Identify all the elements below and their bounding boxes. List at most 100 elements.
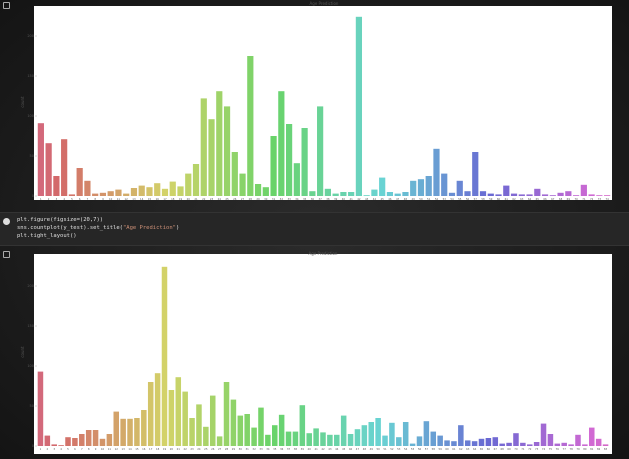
bar bbox=[37, 123, 44, 196]
x-tick-label: 36 bbox=[311, 197, 315, 201]
x-tick-label: 40 bbox=[308, 447, 312, 451]
bar bbox=[487, 193, 494, 196]
x-tick-label: 18 bbox=[171, 197, 175, 201]
x-tick-label: 8 bbox=[88, 447, 90, 451]
x-tick-label: 33 bbox=[259, 447, 263, 451]
x-tick-label: 18 bbox=[156, 447, 160, 451]
bar bbox=[361, 425, 368, 446]
x-tick-label: 31 bbox=[272, 197, 276, 201]
x-tick-label: 45 bbox=[381, 197, 385, 201]
bar bbox=[237, 415, 244, 446]
run-button[interactable] bbox=[3, 218, 10, 225]
bar bbox=[444, 440, 450, 446]
y-tick-label: 100 bbox=[27, 114, 34, 118]
bar bbox=[394, 193, 401, 196]
x-tick-label: 6 bbox=[79, 197, 81, 201]
bar bbox=[141, 410, 147, 446]
bar bbox=[134, 418, 140, 446]
bar bbox=[320, 432, 326, 446]
x-tick-label: 17 bbox=[149, 447, 153, 451]
bar bbox=[588, 194, 595, 196]
bar bbox=[107, 191, 114, 196]
x-tick-label: 32 bbox=[280, 197, 284, 201]
bar bbox=[371, 189, 378, 196]
x-tick-label: 21 bbox=[177, 447, 181, 451]
x-tick-label: 73 bbox=[598, 197, 602, 201]
bar bbox=[239, 173, 246, 196]
bar bbox=[458, 425, 464, 446]
bar bbox=[379, 177, 386, 196]
y-tick-label: 0 bbox=[32, 194, 34, 198]
x-tick-label: 35 bbox=[273, 447, 277, 451]
bar bbox=[120, 418, 126, 446]
x-tick-label: 25 bbox=[225, 197, 229, 201]
x-tick-label: 11 bbox=[117, 197, 121, 201]
x-tick-label: 62 bbox=[459, 447, 463, 451]
bar bbox=[561, 442, 567, 446]
bar bbox=[247, 56, 254, 196]
y-tick-label: 150 bbox=[27, 74, 34, 78]
bar bbox=[216, 91, 223, 196]
y-tick-label: 50 bbox=[30, 404, 34, 408]
x-tick-label: 70 bbox=[574, 197, 578, 201]
x-tick-label: 22 bbox=[202, 197, 206, 201]
bar bbox=[478, 438, 485, 446]
x-tick-label: 37 bbox=[287, 447, 291, 451]
x-tick-label: 46 bbox=[388, 197, 392, 201]
chart-title: Age Prediction bbox=[309, 251, 338, 256]
y-tick-label: 200 bbox=[27, 34, 34, 38]
x-tick-label: 57 bbox=[474, 197, 478, 201]
x-tick-label: 72 bbox=[528, 447, 532, 451]
x-tick-label: 34 bbox=[266, 447, 270, 451]
bar bbox=[526, 194, 533, 196]
x-tick-label: 19 bbox=[163, 447, 167, 451]
bar bbox=[216, 436, 223, 446]
bar bbox=[115, 189, 122, 196]
bar bbox=[92, 193, 99, 196]
x-tick-label: 74 bbox=[542, 447, 546, 451]
y-axis-label: count bbox=[20, 346, 25, 358]
bar bbox=[602, 444, 609, 446]
x-tick-label: 13 bbox=[132, 197, 136, 201]
bar bbox=[402, 192, 409, 196]
bar bbox=[354, 429, 361, 446]
code-cell: plt.figure(figsize=(20,7)) sns.countplot… bbox=[0, 212, 629, 246]
bar bbox=[154, 373, 161, 446]
bar bbox=[389, 422, 395, 446]
bar bbox=[258, 407, 264, 446]
bar bbox=[575, 434, 581, 446]
x-tick-label: 77 bbox=[563, 447, 567, 451]
bar bbox=[270, 136, 277, 196]
x-tick-label: 67 bbox=[494, 447, 498, 451]
bar bbox=[363, 195, 370, 196]
x-tick-label: 10 bbox=[109, 197, 113, 201]
x-tick-label: 23 bbox=[210, 197, 214, 201]
y-tick-label: 50 bbox=[30, 154, 34, 158]
bar bbox=[285, 431, 292, 446]
bar bbox=[138, 185, 145, 196]
x-tick-label: 8 bbox=[94, 197, 96, 201]
x-tick-label: 7 bbox=[87, 197, 89, 201]
bar bbox=[520, 442, 526, 446]
x-tick-label: 13 bbox=[121, 447, 125, 451]
bar bbox=[209, 395, 216, 446]
bar bbox=[430, 431, 437, 446]
bar bbox=[368, 422, 374, 446]
x-tick-label: 68 bbox=[501, 447, 505, 451]
bar bbox=[146, 187, 153, 196]
x-tick-label: 27 bbox=[241, 197, 245, 201]
bar bbox=[189, 418, 195, 446]
x-tick-label: 3 bbox=[56, 197, 58, 201]
x-tick-label: 38 bbox=[326, 197, 330, 201]
x-tick-label: 15 bbox=[148, 197, 152, 201]
code-line: plt.tight_layout() bbox=[17, 233, 77, 239]
bar bbox=[113, 411, 120, 446]
x-tick-label: 10 bbox=[101, 447, 105, 451]
bar bbox=[106, 434, 113, 446]
x-tick-label: 63 bbox=[520, 197, 524, 201]
x-tick-label: 16 bbox=[156, 197, 160, 201]
bar bbox=[196, 404, 202, 446]
bar bbox=[540, 423, 547, 446]
x-tick-label: 1 bbox=[40, 447, 42, 451]
